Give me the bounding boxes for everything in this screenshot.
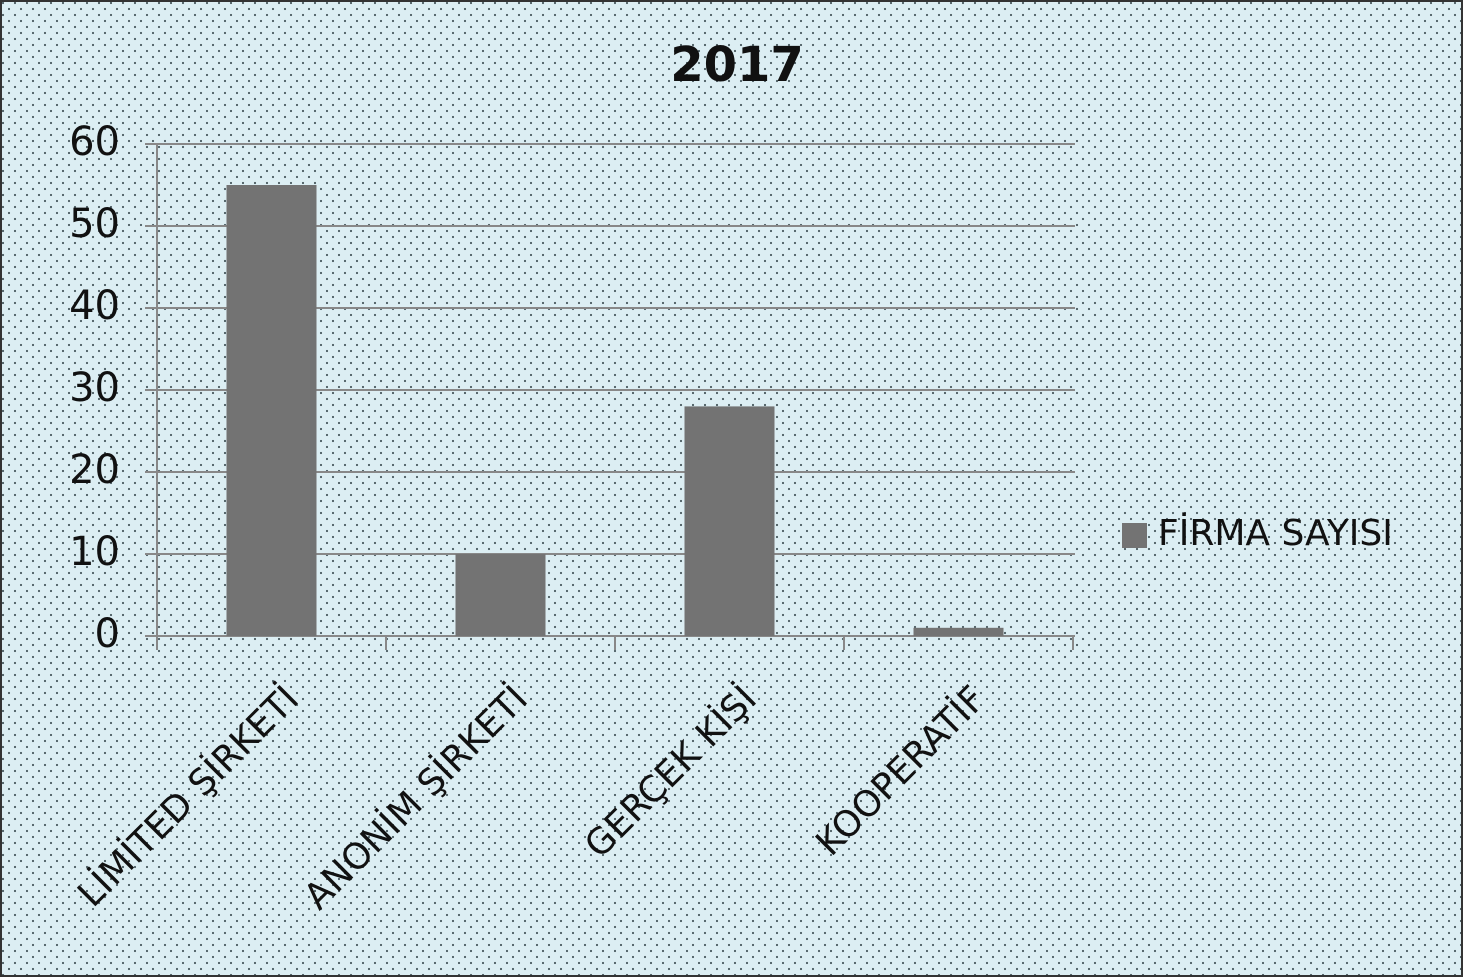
- legend-label: FİRMA SAYISI: [1158, 512, 1393, 554]
- bar: [455, 554, 546, 636]
- y-tick-label: 20: [69, 447, 120, 493]
- bar: [684, 406, 775, 636]
- y-tick-label: 0: [95, 611, 120, 657]
- y-tick-label: 40: [69, 283, 120, 329]
- legend-swatch: [1122, 523, 1147, 548]
- y-tick-label: 30: [69, 365, 120, 411]
- y-tick-label: 60: [69, 119, 120, 165]
- y-tick-label: 50: [69, 201, 120, 247]
- chart-title: 2017: [670, 37, 804, 93]
- bar: [913, 627, 1004, 636]
- y-tick-label: 10: [69, 529, 120, 575]
- bar: [226, 185, 317, 636]
